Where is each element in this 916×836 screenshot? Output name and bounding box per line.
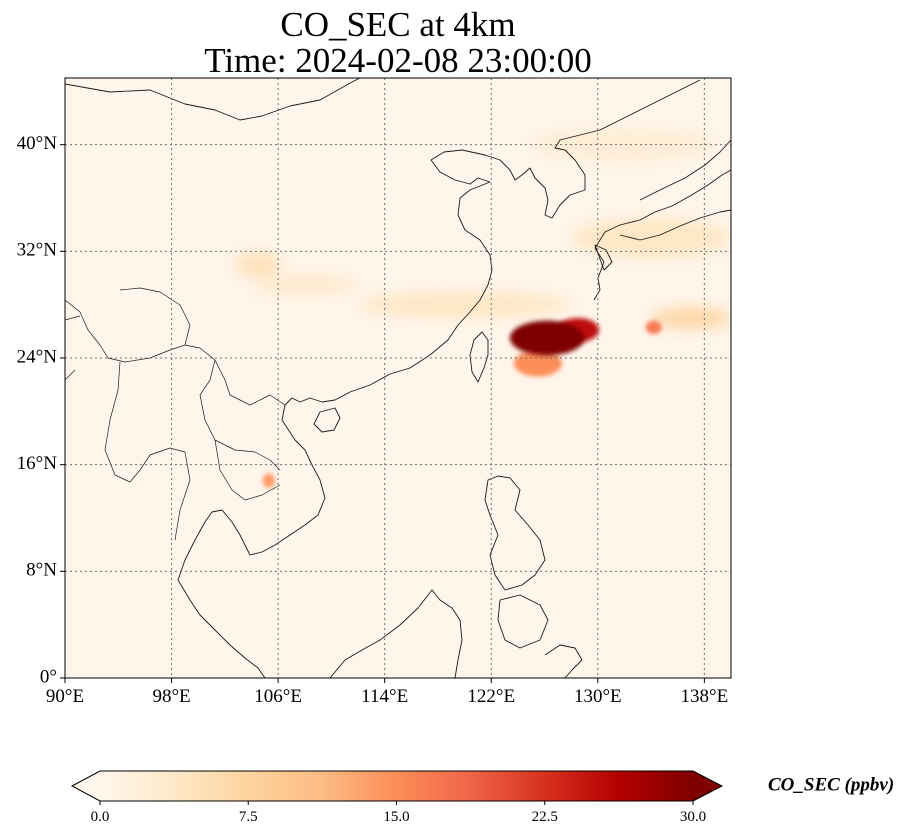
colorbar-ticks: 0.0 7.5 15.0 22.5 30.0 (91, 801, 706, 825)
japan-islands (593, 139, 731, 301)
philippines-islands (484, 475, 549, 649)
lon-tick-label: 106°E (254, 686, 302, 707)
colorbar-gradient (100, 771, 693, 801)
colorbar: 0.0 7.5 15.0 22.5 30.0 CO_SEC (ppbv) (70, 770, 894, 825)
lat-tick-label: 40°N (17, 133, 58, 154)
lon-tick-label: 122°E (467, 686, 515, 707)
lon-tick-label: 98°E (152, 686, 190, 707)
lat-tick-label: 8°N (26, 560, 57, 581)
lon-tick-label: 114°E (361, 686, 408, 707)
co-plume-6 (262, 473, 275, 488)
map-background (65, 78, 731, 678)
co-plume-10 (509, 320, 585, 356)
co-plume-8 (645, 320, 662, 335)
graticule (65, 78, 731, 678)
colorbar-min-extension (72, 771, 100, 801)
china-coastline (291, 79, 701, 403)
colorbar-tick-label: 30.0 (680, 809, 706, 825)
latitude-ticks: 0° 8°N 16°N 24°N 32°N 40°N (17, 133, 65, 687)
lat-tick-label: 32°N (17, 240, 58, 261)
lat-tick-label: 16°N (17, 453, 58, 474)
mongolia-border (65, 78, 361, 121)
colorbar-label: CO_SEC (ppbv) (768, 774, 894, 795)
map-frame (64, 77, 732, 679)
co-plume-3 (358, 291, 572, 318)
colorbar-tick-label: 15.0 (383, 809, 409, 825)
colorbar-max-extension (693, 771, 722, 801)
longitude-ticks: 90°E 98°E 106°E 114°E 122°E 130°E 138°E (46, 678, 728, 707)
lon-tick-label: 130°E (574, 686, 622, 707)
taiwan-island (469, 331, 489, 383)
borneo-coastline (329, 589, 463, 678)
lat-tick-label: 24°N (17, 346, 58, 367)
map-time-subtitle: Time: 2024-02-08 23:00:00 (204, 41, 592, 80)
co-plume-1 (251, 274, 359, 296)
co-plume-7 (513, 350, 562, 377)
lat-tick-label: 0° (40, 666, 57, 687)
country-borders (65, 287, 286, 541)
co-plume-4 (235, 251, 281, 278)
lon-tick-label: 138°E (681, 686, 729, 707)
lon-tick-label: 90°E (46, 686, 84, 707)
colorbar-tick-label: 0.0 (91, 809, 110, 825)
indochina-coastline (177, 397, 326, 678)
sulawesi-coastline (544, 644, 583, 678)
hainan-island (313, 407, 341, 433)
co-plume-5 (651, 307, 731, 329)
colorbar-tick-label: 7.5 (239, 809, 258, 825)
co-concentration-field (235, 128, 731, 488)
map-title: CO_SEC at 4km (280, 5, 516, 44)
colorbar-tick-label: 22.5 (532, 809, 558, 825)
co-plume-2 (571, 218, 731, 258)
japan-south-islands (594, 209, 731, 271)
co-plume-0 (531, 128, 718, 161)
coastlines (65, 78, 731, 678)
